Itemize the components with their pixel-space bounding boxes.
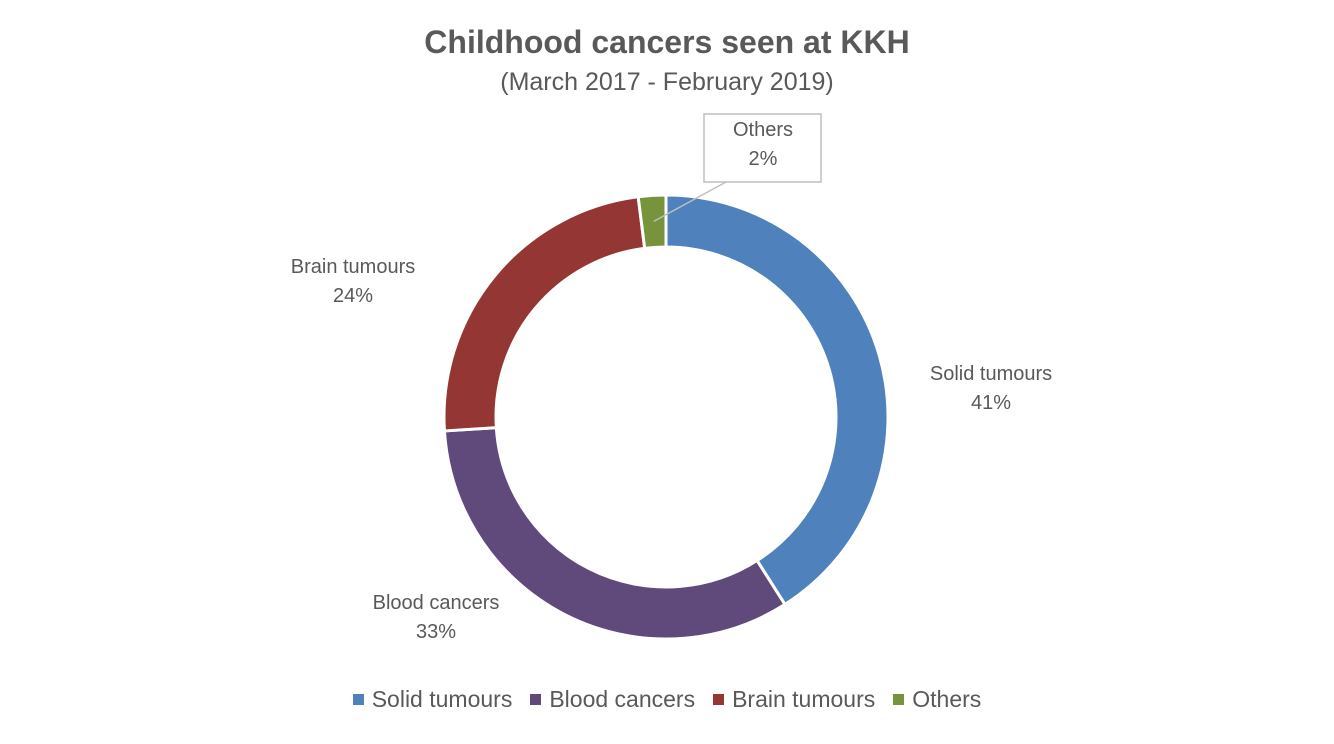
donut-slices — [442, 193, 890, 641]
slice-label-solid-tumours: Solid tumours — [930, 363, 1052, 385]
slice-label-others: Others — [733, 119, 793, 141]
slice-value-others: 2% — [749, 148, 778, 170]
legend-swatch-others — [893, 694, 905, 705]
chart-subtitle: (March 2017 - February 2019) — [500, 68, 834, 96]
legend-swatch-blood-cancers — [530, 694, 542, 705]
slice-blood-cancers — [442, 426, 788, 641]
legend-item-brain-tumours: Brain tumours — [713, 686, 875, 713]
slice-label-brain-tumours: Brain tumours — [291, 256, 416, 278]
legend-item-solid-tumours: Solid tumours — [352, 686, 513, 713]
others-callout — [653, 113, 822, 223]
legend-swatch-brain-tumours — [713, 694, 725, 705]
slice-value-solid-tumours: 41% — [971, 392, 1011, 414]
legend-item-blood-cancers: Blood cancers — [530, 686, 695, 713]
chart-title: Childhood cancers seen at KKH — [424, 24, 910, 60]
slice-solid-tumours — [664, 193, 890, 607]
slice-value-blood-cancers: 33% — [416, 621, 456, 643]
chart-legend: Solid tumours Blood cancers Brain tumour… — [0, 686, 1334, 713]
slice-others — [636, 193, 668, 251]
slice-label-blood-cancers: Blood cancers — [373, 592, 500, 614]
legend-label-brain-tumours: Brain tumours — [732, 686, 876, 712]
slice-brain-tumours — [442, 195, 647, 433]
legend-label-solid-tumours: Solid tumours — [371, 686, 513, 712]
slice-labels: Solid tumours 41% Blood cancers 33% Brain tu… — [291, 119, 1052, 643]
legend-label-others: Others — [912, 686, 982, 712]
legend-label-blood-cancers: Blood cancers — [549, 686, 696, 712]
callout-box — [703, 113, 822, 183]
legend-swatch-solid-tumours — [352, 694, 364, 705]
slice-value-brain-tumours: 24% — [333, 285, 373, 307]
legend-item-others: Others — [893, 686, 981, 713]
callout-leader-line — [653, 181, 727, 223]
